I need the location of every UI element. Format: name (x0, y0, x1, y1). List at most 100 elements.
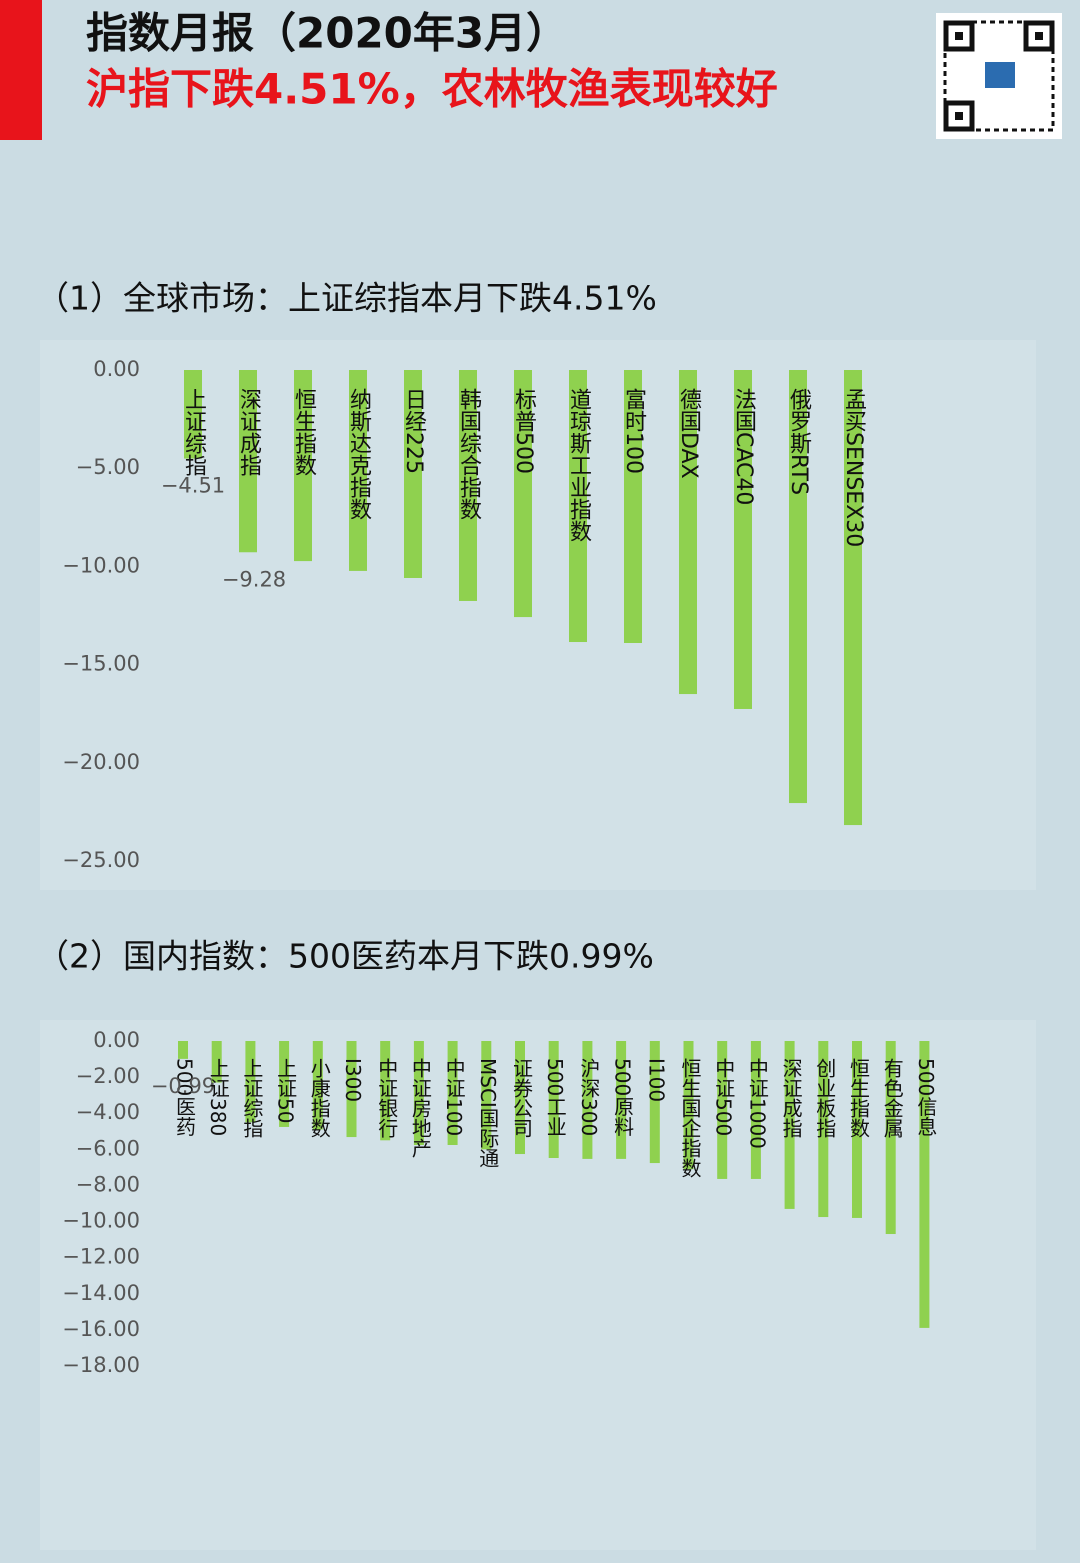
y-tick-label: −20.00 (62, 750, 140, 774)
bar (346, 1041, 357, 1138)
y-tick-label: −2.00 (76, 1064, 140, 1088)
bar (245, 1041, 256, 1123)
x-tick-label: 中证房地产 (408, 1058, 432, 1158)
bar (717, 1041, 728, 1179)
qr-code (936, 13, 1062, 139)
x-tick-label: 德国DAX (676, 388, 702, 479)
x-tick-label: 道琼斯工业指数 (566, 388, 592, 542)
value-label: −9.28 (222, 567, 286, 591)
y-tick-label: −18.00 (62, 1353, 140, 1377)
x-tick-label: I100 (644, 1058, 668, 1102)
bar (294, 370, 312, 562)
y-tick-label: −14.00 (62, 1281, 140, 1305)
bar (679, 370, 697, 695)
x-tick-label: 中证500 (712, 1058, 736, 1137)
x-tick-label: 日经225 (401, 388, 427, 474)
x-tick-label: 500医药 (173, 1058, 197, 1136)
y-tick-label: −5.00 (76, 455, 140, 479)
x-tick-label: 上证综指 (181, 388, 207, 476)
bar (616, 1041, 627, 1159)
x-tick-label: 韩国综合指数 (456, 388, 482, 520)
value-label: −4.51 (161, 474, 225, 498)
y-tick-label: −6.00 (76, 1136, 140, 1160)
x-tick-label: 上证380 (206, 1058, 230, 1137)
bar (750, 1041, 761, 1179)
y-tick-label: −12.00 (62, 1245, 140, 1269)
bar (312, 1041, 323, 1130)
x-tick-label: 标普500 (511, 388, 537, 474)
bar (481, 1041, 492, 1150)
bar (447, 1041, 458, 1145)
bar (818, 1041, 829, 1218)
x-tick-label: 500信息 (914, 1058, 938, 1136)
chart-title: （1）全球市场：上证综指本月下跌4.51% (36, 279, 657, 318)
bar (211, 1041, 222, 1083)
x-tick-label: 有色金属 (880, 1058, 904, 1139)
y-tick-label: −15.00 (62, 652, 140, 676)
bar (239, 370, 257, 553)
x-tick-label: 上证综指 (240, 1058, 264, 1138)
x-tick-label: 中证银行 (375, 1058, 399, 1138)
bar (683, 1041, 694, 1170)
x-tick-label: 创业板指 (813, 1058, 837, 1138)
x-tick-label: 小康指数 (307, 1058, 331, 1138)
y-tick-label: −10.00 (62, 1209, 140, 1233)
page-subtitle: 沪指下跌4.51%，农林牧渔表现较好 (86, 65, 778, 114)
x-tick-label: 上证50 (274, 1058, 298, 1124)
x-tick-label: 恒生指数 (847, 1058, 871, 1138)
x-tick-label: 中证1000 (745, 1058, 769, 1149)
x-tick-label: 纳斯达克指数 (346, 388, 372, 520)
x-tick-label: 孟买SENSEX30 (841, 388, 867, 547)
x-tick-label: 深证成指 (779, 1058, 803, 1138)
x-tick-label: 富时100 (621, 388, 646, 474)
bar (548, 1041, 559, 1158)
bar (404, 370, 422, 578)
x-tick-label: 中证100 (442, 1058, 466, 1137)
bar (515, 1041, 525, 1155)
x-tick-label: 恒生国企指数 (678, 1058, 702, 1178)
x-tick-label: 500工业 (543, 1058, 567, 1136)
value-label: −0.99 (151, 1074, 215, 1098)
bar (789, 370, 807, 804)
bar (919, 1041, 930, 1328)
bar (459, 370, 477, 601)
x-tick-label: 俄罗斯RTS (786, 388, 812, 495)
y-tick-label: −25.00 (62, 848, 140, 872)
panel (40, 1020, 1036, 1550)
bar (734, 370, 752, 709)
x-tick-label: 恒生指数 (291, 388, 317, 476)
bar (178, 1041, 188, 1059)
bar (885, 1041, 896, 1235)
bar (514, 370, 532, 618)
y-tick-label: 0.00 (93, 357, 140, 381)
bar (784, 1041, 795, 1209)
red-accent (0, 0, 42, 140)
x-tick-label: 沪深300 (577, 1058, 601, 1137)
bar (852, 1041, 862, 1218)
x-tick-label: MSCI国际通 (476, 1058, 500, 1168)
y-tick-label: 0.00 (93, 1028, 140, 1052)
x-tick-label: 500原料 (611, 1058, 635, 1136)
bar (413, 1041, 424, 1145)
bar (184, 370, 202, 459)
bar (279, 1041, 290, 1127)
y-tick-label: −8.00 (76, 1172, 140, 1196)
bar (624, 370, 642, 643)
page-title: 指数月报（2020年3月） (86, 9, 568, 58)
bar (844, 370, 862, 826)
y-tick-label: −4.00 (76, 1100, 140, 1124)
chart-title: （2）国内指数：500医药本月下跌0.99% (36, 937, 654, 976)
bar (380, 1041, 391, 1141)
bar (349, 370, 367, 571)
x-tick-label: 法国CAC40 (731, 388, 757, 505)
x-tick-label: 证券公司 (510, 1058, 534, 1138)
bar (569, 370, 587, 643)
bar (582, 1041, 593, 1159)
x-tick-label: I300 (341, 1058, 365, 1102)
y-tick-label: −16.00 (62, 1317, 140, 1341)
panel (40, 340, 1036, 890)
x-tick-label: 深证成指 (236, 388, 262, 476)
y-tick-label: −10.00 (62, 553, 140, 577)
